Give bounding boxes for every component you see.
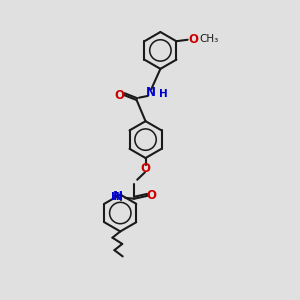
Text: O: O bbox=[189, 33, 199, 46]
Text: O: O bbox=[147, 189, 157, 202]
Text: H: H bbox=[159, 89, 168, 99]
Text: H: H bbox=[111, 192, 119, 202]
Text: O: O bbox=[140, 162, 151, 175]
Text: N: N bbox=[146, 86, 156, 99]
Text: CH₃: CH₃ bbox=[200, 34, 219, 44]
Text: O: O bbox=[115, 88, 125, 101]
Text: N: N bbox=[113, 190, 123, 203]
